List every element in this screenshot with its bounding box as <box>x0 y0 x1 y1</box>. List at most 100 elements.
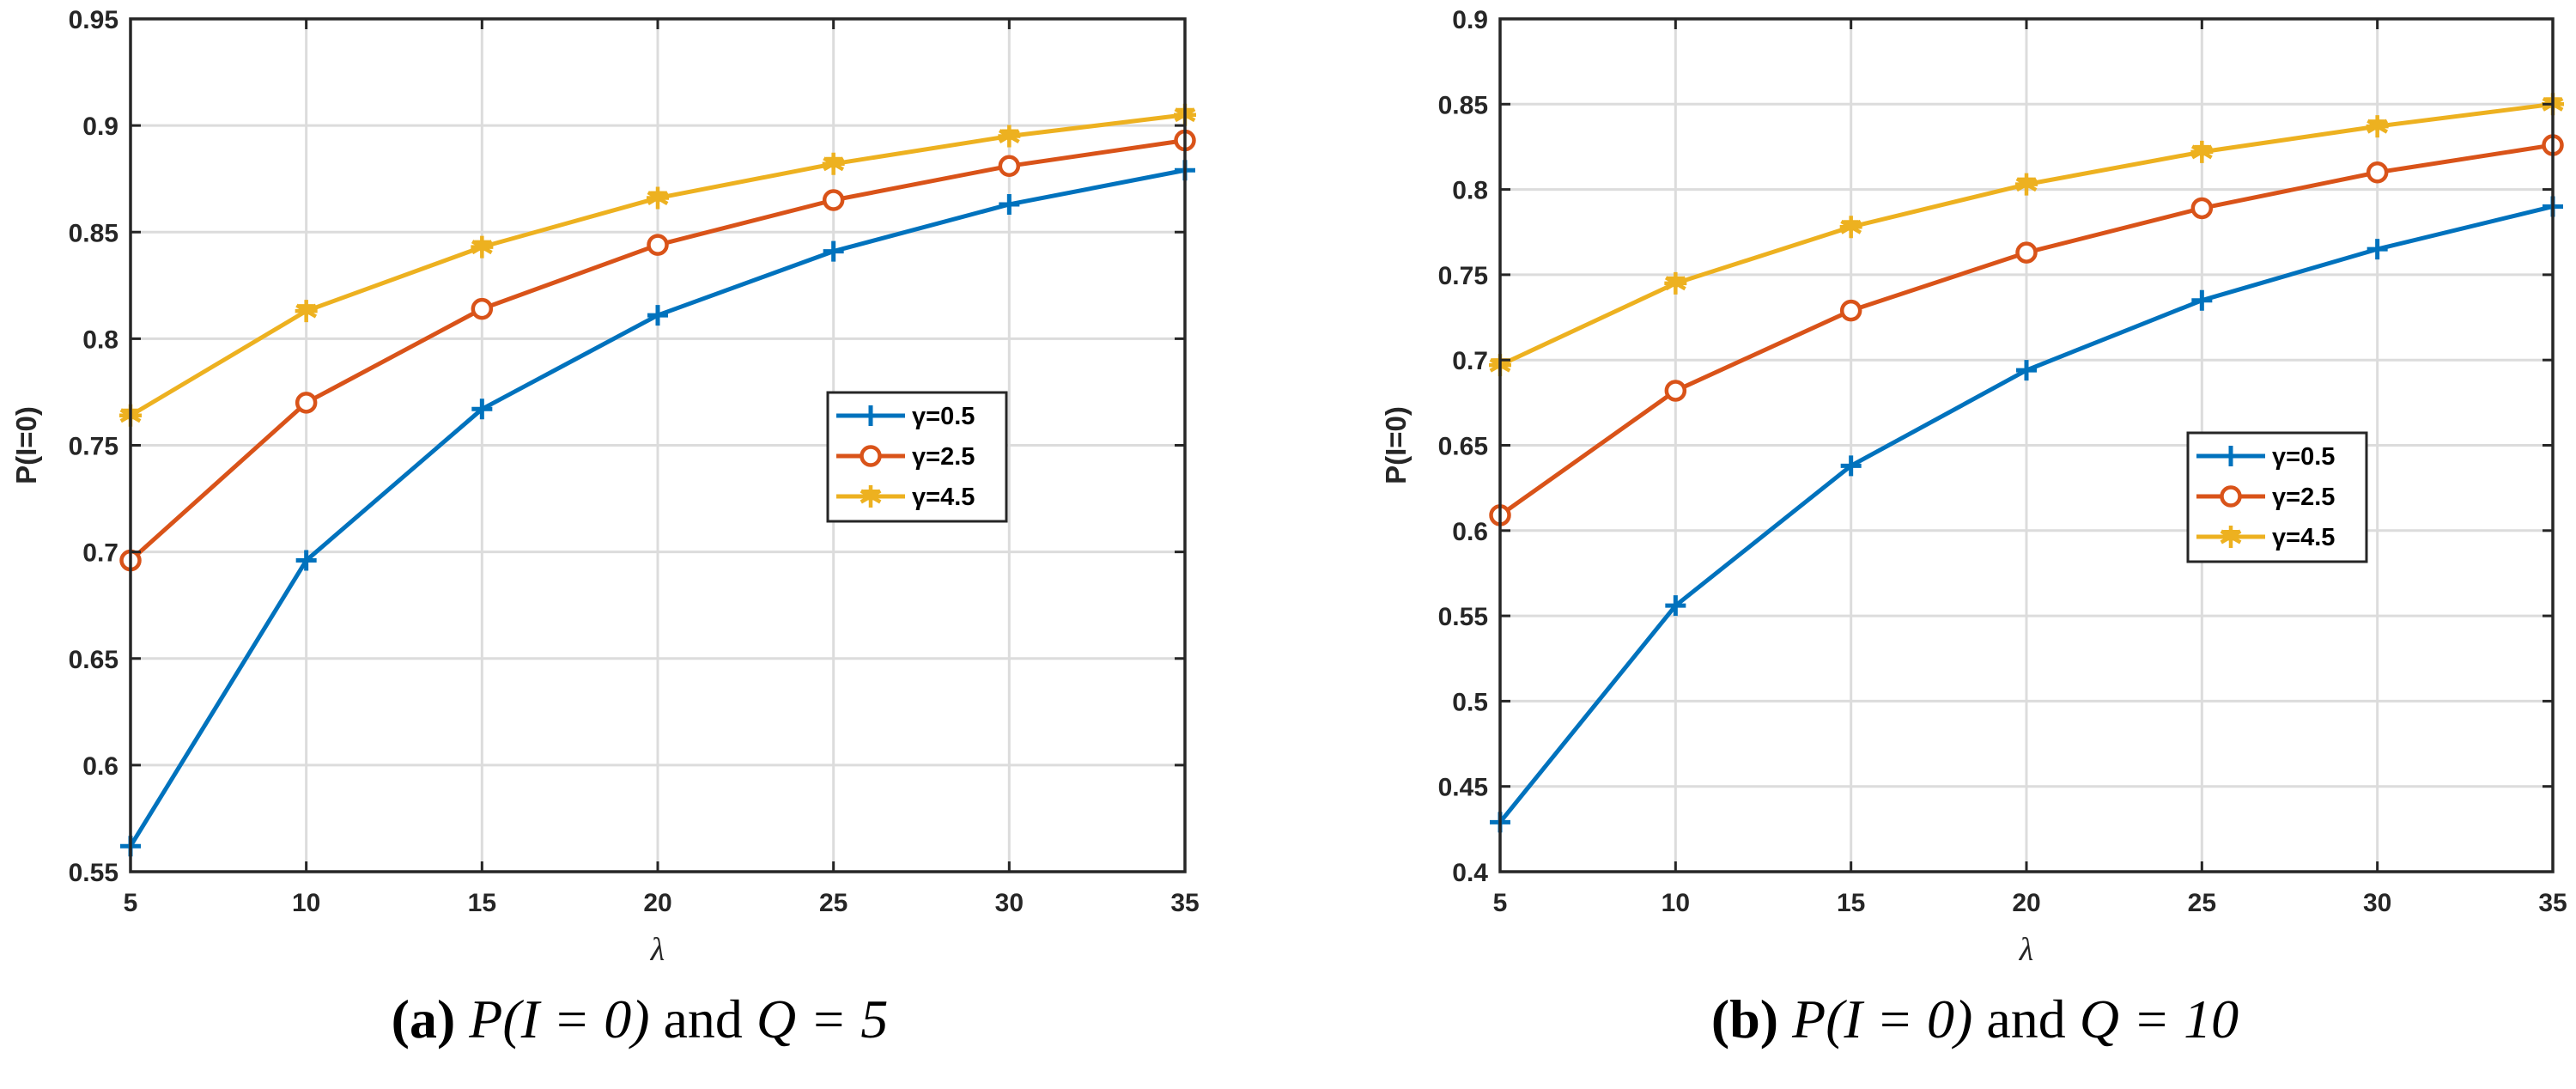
legend: γ=0.5 γ=2.5 γ=4.5 <box>2186 431 2368 563</box>
data-point-circle <box>822 189 845 211</box>
x-axis-label: λ <box>650 932 665 968</box>
legend-entry: γ=4.5 <box>2196 524 2335 551</box>
data-point-circle <box>2366 161 2389 184</box>
data-point-star-fill <box>474 240 490 255</box>
x-tick-label: 15 <box>468 889 496 917</box>
caption-a-joiner: and <box>649 989 756 1049</box>
data-point-circle <box>998 155 1021 178</box>
y-tick-label: 0.9 <box>1452 6 1488 34</box>
y-tick-label: 0.85 <box>1438 91 1488 119</box>
legend-label: γ=2.5 <box>2272 484 2335 511</box>
x-tick-label: 30 <box>995 889 1024 917</box>
legend-entry: γ=0.5 <box>2196 443 2335 471</box>
data-point-plus <box>295 550 317 571</box>
data-point-circle <box>471 297 494 320</box>
data-point-plus <box>2016 360 2037 381</box>
legend-label: γ=0.5 <box>912 403 975 430</box>
data-point-star-fill <box>2019 177 2034 192</box>
data-point-star-fill <box>825 156 841 172</box>
data-point-circle <box>295 392 318 414</box>
x-tick-label: 25 <box>2188 889 2216 917</box>
data-point-circle <box>1664 380 1687 402</box>
y-axis-label: P(I=0) <box>10 406 42 484</box>
data-point-plus <box>2191 289 2213 311</box>
x-tick-label: 30 <box>2363 889 2391 917</box>
legend-marker-plus <box>860 405 881 426</box>
data-point-circle <box>2190 197 2214 220</box>
legend-entry: γ=0.5 <box>836 403 975 430</box>
data-point-circle <box>1839 299 1862 322</box>
data-point-star-fill <box>1843 220 1859 235</box>
data-point-plus <box>2366 239 2388 260</box>
data-point-star-fill <box>650 191 665 206</box>
y-tick-label: 0.65 <box>1438 433 1488 461</box>
y-tick-label: 0.8 <box>1452 177 1488 205</box>
legend-entry: γ=2.5 <box>836 443 975 471</box>
legend-entry: γ=4.5 <box>836 484 975 511</box>
caption-b-q: Q = 10 <box>2079 989 2239 1049</box>
legend-label: γ=4.5 <box>2272 524 2335 551</box>
chart-a: 5 10 15 20 25 30 35 0.55 0.6 0.65 0.7 0.75 0.8 0.85 0.… <box>10 6 1200 968</box>
x-tick-label: 5 <box>124 889 138 917</box>
caption-a-q: Q = 5 <box>756 989 889 1049</box>
data-point-circle <box>647 234 669 256</box>
y-tick-label: 0.65 <box>69 646 118 674</box>
data-point-circle <box>2015 241 2038 264</box>
x-tick-label: 25 <box>819 889 848 917</box>
y-tick-label: 0.9 <box>82 113 118 141</box>
y-axis-label: P(I=0) <box>1380 406 1412 484</box>
caption-b: (b) P(I = 0) and Q = 10 <box>1711 988 2239 1051</box>
data-point-plus <box>823 240 844 262</box>
data-point-plus <box>1840 455 1862 477</box>
caption-b-label: (b) <box>1710 989 1779 1049</box>
caption-a-label: (a) <box>391 989 456 1049</box>
y-tick-label: 0.7 <box>82 539 118 568</box>
legend-label: γ=2.5 <box>912 443 975 471</box>
caption-b-joiner: and <box>1972 989 2080 1049</box>
legend-marker-circle <box>860 445 882 467</box>
legend-entry: γ=2.5 <box>2196 484 2335 511</box>
data-point-star-fill <box>2194 144 2210 160</box>
data-point-plus <box>647 305 668 326</box>
data-point-star-fill <box>2369 119 2385 135</box>
y-tick-label: 0.95 <box>69 6 118 34</box>
x-tick-label: 10 <box>292 889 320 917</box>
legend: γ=0.5 γ=2.5 γ=4.5 <box>826 391 1008 523</box>
x-tick-label: 20 <box>2012 889 2040 917</box>
y-tick-label: 0.5 <box>1452 688 1488 716</box>
legend-marker-star-fill <box>2223 530 2239 544</box>
caption-a: (a) P(I = 0) and Q = 5 <box>392 988 889 1051</box>
y-tick-label: 0.4 <box>1452 859 1488 887</box>
data-point-star-fill <box>1668 276 1684 291</box>
x-tick-label: 35 <box>1170 889 1199 917</box>
legend-label: γ=4.5 <box>912 484 975 511</box>
legend-marker-star-fill <box>863 490 878 504</box>
y-tick-label: 0.8 <box>82 325 118 354</box>
legend-marker-circle <box>2220 485 2242 508</box>
x-tick-label: 5 <box>1493 889 1508 917</box>
data-point-plus <box>1665 595 1686 617</box>
y-tick-label: 0.75 <box>69 433 118 461</box>
x-tick-label: 35 <box>2538 889 2567 917</box>
y-tick-label: 0.55 <box>1438 603 1488 631</box>
data-point-plus <box>999 193 1020 215</box>
data-point-star-fill <box>298 304 314 319</box>
y-tick-label: 0.55 <box>69 859 118 887</box>
x-tick-label: 20 <box>643 889 671 917</box>
x-axis-label: λ <box>2019 932 2033 968</box>
x-tick-label: 15 <box>1837 889 1865 917</box>
chart-b: 5 10 15 20 25 30 35 0.4 0.45 0.5 0.55 0.6 0.65 0.7 0.7… <box>1380 6 2567 968</box>
y-tick-label: 0.85 <box>69 219 118 247</box>
data-point-plus <box>471 398 493 420</box>
caption-b-expr: P(I = 0) <box>1792 989 1973 1049</box>
legend-label: γ=0.5 <box>2272 443 2335 471</box>
y-tick-label: 0.45 <box>1438 774 1488 802</box>
legend-marker-plus <box>2221 446 2241 466</box>
y-tick-label: 0.75 <box>1438 262 1488 290</box>
y-tick-label: 0.6 <box>1452 518 1488 546</box>
x-tick-label: 10 <box>1662 889 1690 917</box>
caption-a-expr: P(I = 0) <box>469 989 650 1049</box>
data-point-star-fill <box>1001 129 1018 144</box>
y-tick-label: 0.7 <box>1452 347 1488 375</box>
